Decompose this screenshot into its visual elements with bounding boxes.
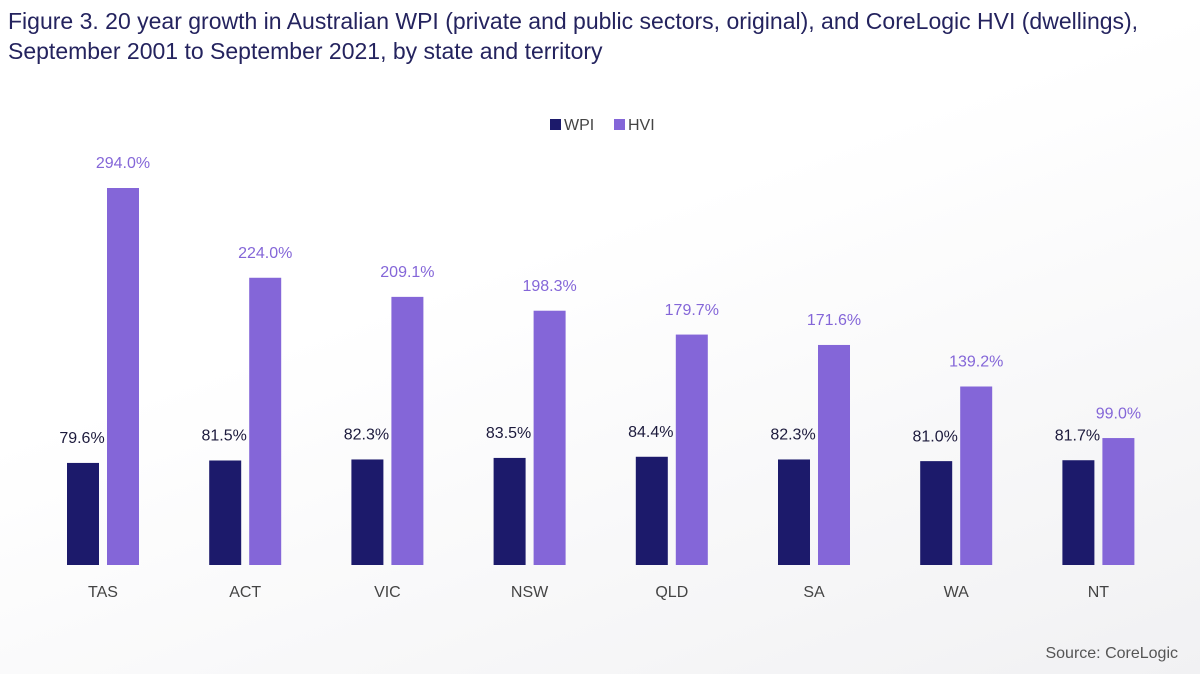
bar — [920, 461, 953, 565]
bar — [960, 386, 993, 565]
data-label: 82.3% — [770, 427, 815, 444]
x-tick-label: WA — [944, 584, 970, 601]
bar — [209, 460, 242, 565]
legend-label: WPI — [564, 117, 594, 134]
chart-title: Figure 3. 20 year growth in Australian W… — [8, 8, 1139, 64]
source-note: Source: CoreLogic — [1045, 645, 1178, 662]
data-label: 81.0% — [913, 428, 958, 445]
x-tick-label: NT — [1088, 584, 1110, 601]
bar — [533, 310, 566, 565]
x-tick-label: ACT — [229, 584, 261, 601]
data-label: 99.0% — [1096, 405, 1141, 422]
bar — [391, 296, 424, 565]
bar — [635, 456, 668, 565]
legend-label: HVI — [628, 117, 655, 134]
data-label: 83.5% — [486, 425, 531, 442]
data-label: 84.4% — [628, 424, 673, 441]
data-label: 79.6% — [59, 430, 104, 447]
data-label: 82.3% — [344, 427, 389, 444]
bar — [351, 459, 384, 565]
data-label: 294.0% — [96, 155, 150, 172]
bar — [675, 334, 708, 565]
x-tick-label: SA — [803, 584, 825, 601]
bar — [1062, 460, 1095, 565]
bar — [249, 277, 282, 565]
data-label: 179.7% — [665, 302, 719, 319]
bar — [1102, 438, 1135, 565]
x-tick-label: TAS — [88, 584, 118, 601]
legend-swatch — [550, 119, 561, 130]
data-label: 81.7% — [1055, 427, 1100, 444]
data-label: 171.6% — [807, 312, 861, 329]
data-label: 139.2% — [949, 354, 1003, 371]
legend-swatch — [614, 119, 625, 130]
data-label: 224.0% — [238, 245, 292, 262]
data-label: 81.5% — [202, 428, 247, 445]
x-tick-label: VIC — [374, 584, 401, 601]
data-label: 198.3% — [522, 278, 576, 295]
data-label: 209.1% — [380, 264, 434, 281]
bar — [818, 344, 850, 565]
x-tick-label: NSW — [511, 584, 549, 601]
bar — [67, 462, 99, 565]
bar — [493, 457, 526, 565]
bar — [778, 459, 810, 565]
x-tick-label: QLD — [655, 584, 688, 601]
bar — [107, 188, 139, 565]
